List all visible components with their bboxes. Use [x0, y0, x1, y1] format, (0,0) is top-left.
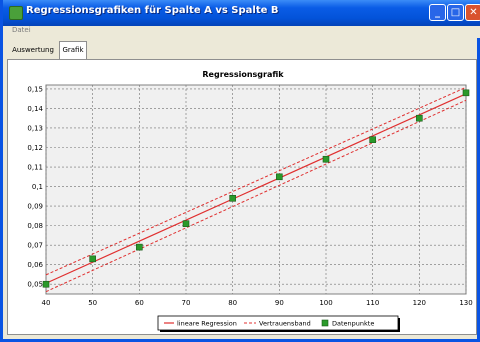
window-title: Regressionsgrafiken für Spalte A vs Spal… [26, 5, 279, 16]
y-tick-label: 0,11 [27, 164, 43, 172]
minimize-button[interactable]: _ [429, 4, 446, 21]
maximize-button[interactable]: □ [447, 4, 464, 21]
regression-line [45, 93, 467, 284]
close-button[interactable]: ✕ [465, 4, 480, 21]
y-tick-label: 0,09 [27, 203, 43, 211]
x-tick-label: 130 [459, 299, 472, 307]
x-tick-label: 120 [413, 299, 426, 307]
y-tick-label: 0,14 [27, 105, 43, 113]
data-point [462, 89, 470, 97]
chart-panel: Regressionsgrafik 40 50 60 70 80 90 100 110 120 1… [7, 59, 477, 335]
x-tick-label: 40 [42, 299, 51, 307]
y-tick-label: 0,15 [27, 85, 43, 93]
confidence-band-upper [45, 86, 467, 276]
data-point [229, 194, 236, 202]
data-point [369, 136, 376, 143]
y-tick-label: 0,05 [27, 281, 43, 289]
confidence-band-lower [45, 99, 467, 293]
legend-label-points: Datenpunkte [332, 320, 374, 328]
legend-box [157, 315, 399, 331]
legend-swatch-points [321, 319, 329, 327]
y-tick-label: 0,1 [32, 183, 43, 191]
menu-item-datei[interactable]: Datei [12, 26, 31, 34]
chart-title: Regressionsgrafik [202, 70, 284, 79]
y-tick-label: 0,07 [27, 242, 43, 250]
tab-auswertung[interactable]: Auswertung [12, 46, 54, 54]
app-icon [9, 6, 23, 20]
tab-grafik[interactable]: Grafik [59, 41, 87, 59]
plot-area [45, 84, 467, 295]
x-tick-label: 100 [319, 299, 332, 307]
y-tick-label: 0,06 [27, 261, 43, 269]
data-point [42, 280, 50, 288]
data-point [276, 173, 283, 181]
data-point [136, 243, 143, 251]
x-tick-label: 60 [135, 299, 144, 307]
x-tick-label: 110 [366, 299, 379, 307]
regression-chart: Regressionsgrafik 40 50 60 70 80 90 100 110 120 1… [27, 70, 473, 332]
x-tick-label: 70 [182, 299, 191, 307]
title-bar[interactable]: Regressionsgrafiken für Spalte A vs Spal… [3, 0, 480, 26]
data-point [89, 255, 96, 263]
x-tick-label: 90 [275, 299, 284, 307]
menu-bar: Datei [6, 26, 480, 38]
y-tick-label: 0,08 [27, 222, 43, 230]
legend-label-regression: lineare Regression [177, 320, 237, 328]
data-point [322, 155, 330, 163]
x-tick-label: 50 [88, 299, 97, 307]
y-tick-label: 0,12 [27, 144, 43, 152]
y-tick-label: 0,13 [27, 124, 43, 132]
legend-label-band: Vertrauensband [259, 320, 311, 328]
data-point [416, 114, 423, 122]
data-point [182, 220, 190, 227]
x-tick-label: 80 [228, 299, 237, 307]
